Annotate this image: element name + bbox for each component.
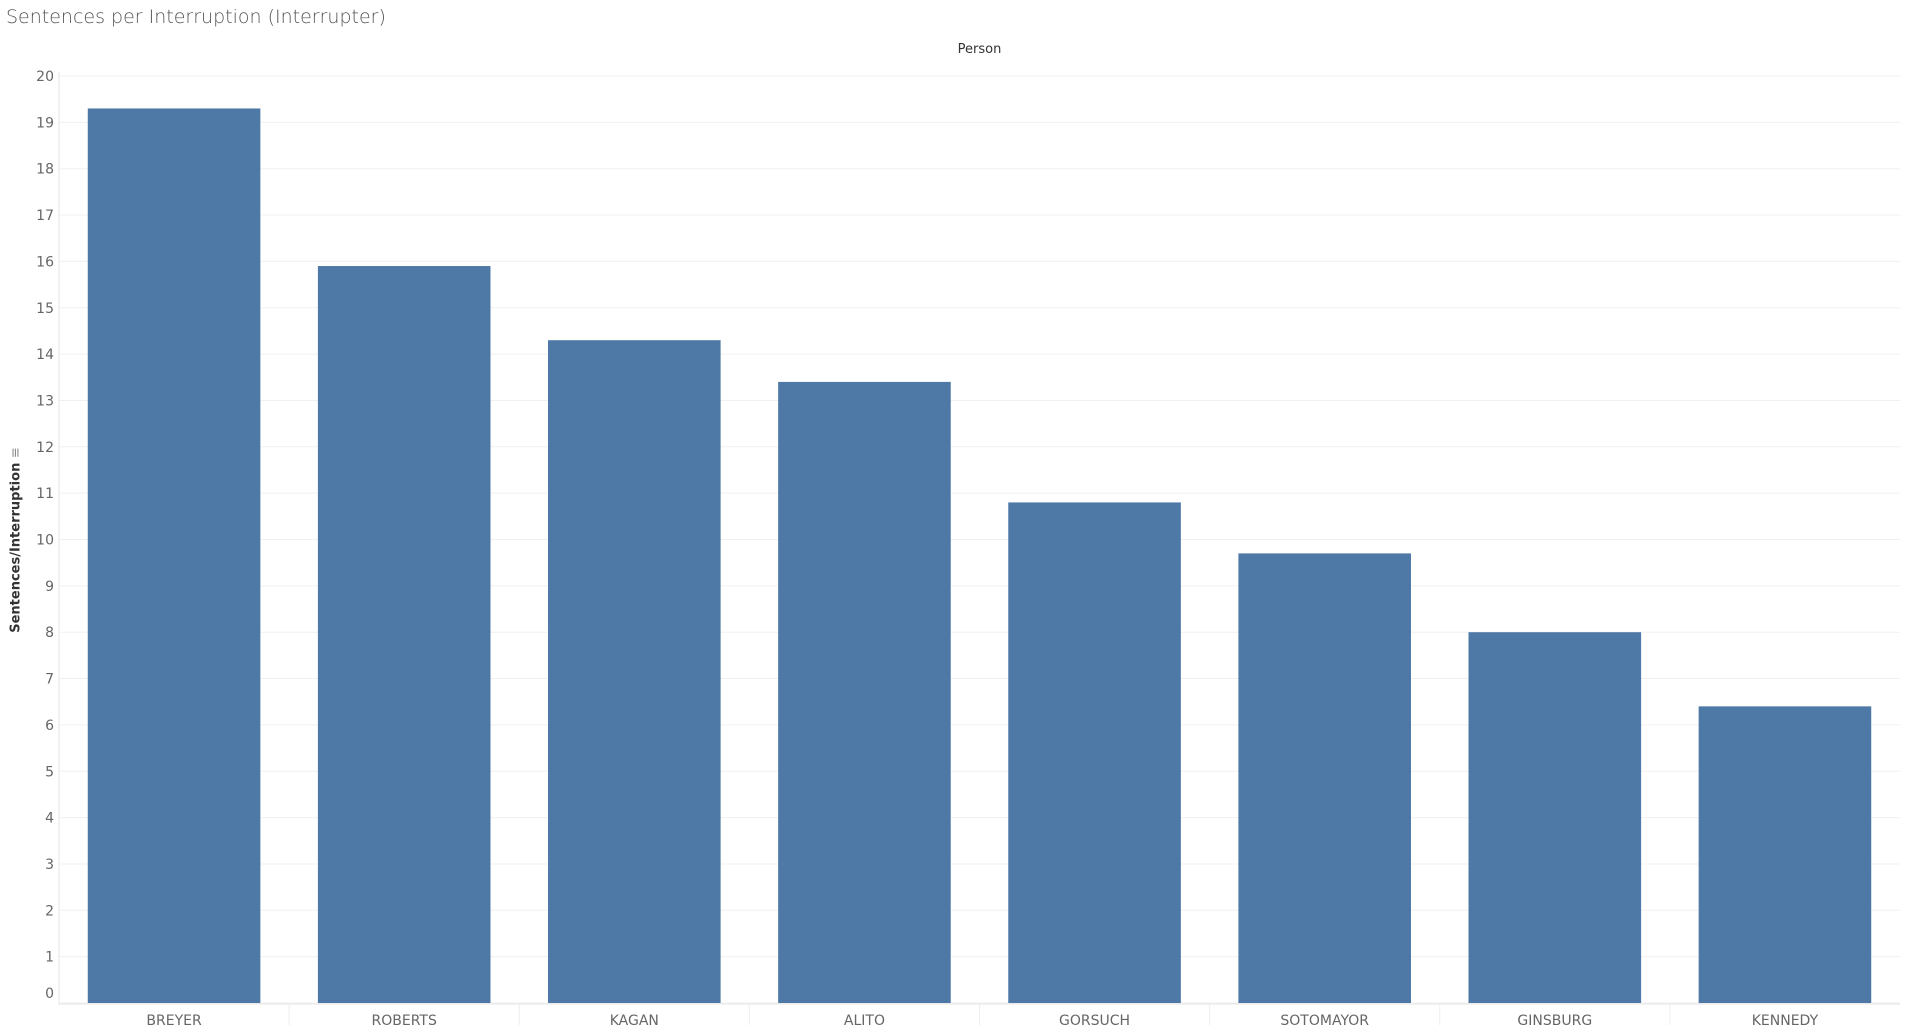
x-tick-label: BREYER	[146, 1013, 202, 1029]
y-tick-label: 20	[36, 69, 54, 85]
bar-roberts	[317, 266, 491, 1003]
x-tick-label: ROBERTS	[372, 1013, 437, 1029]
x-tick-label: KENNEDY	[1752, 1013, 1819, 1029]
x-tick-label: GORSUCH	[1059, 1013, 1130, 1029]
x-tick-label: SOTOMAYOR	[1280, 1013, 1369, 1029]
y-tick-label: 15	[36, 301, 54, 317]
y-tick-label: 3	[45, 857, 54, 873]
y-tick-label: 1	[45, 950, 54, 966]
y-tick-label: 4	[45, 811, 54, 827]
bar-alito	[778, 381, 951, 1003]
y-tick-label: 0	[45, 986, 54, 1002]
bar-kennedy	[1698, 706, 1872, 1003]
y-tick-label: 10	[36, 533, 54, 549]
bar-gorsuch	[1008, 502, 1181, 1003]
bar-kagan	[548, 340, 721, 1003]
y-tick-label: 13	[36, 393, 54, 409]
y-tick-label: 12	[36, 440, 54, 456]
x-tick-label: GINSBURG	[1517, 1013, 1592, 1029]
y-tick-label: 9	[45, 579, 54, 595]
column-header: Person	[957, 42, 1002, 57]
x-tick-label: KAGAN	[610, 1013, 659, 1029]
bar-sotomayor	[1238, 553, 1411, 1003]
y-tick-label: 8	[45, 625, 54, 641]
y-tick-label: 17	[36, 208, 54, 224]
bar-breyer	[87, 108, 261, 1003]
y-tick-label: 2	[45, 903, 54, 919]
y-tick-label: 7	[45, 672, 54, 688]
y-tick-label: 11	[36, 486, 54, 502]
y-tick-label: 6	[45, 718, 54, 734]
y-tick-label: 14	[36, 347, 54, 363]
y-tick-label: 16	[36, 254, 54, 270]
y-tick-label: 18	[36, 162, 54, 178]
x-tick-label: ALITO	[844, 1013, 885, 1029]
bar-ginsburg	[1468, 632, 1642, 1003]
chart-title: Sentences per Interruption (Interrupter)	[6, 6, 386, 28]
y-tick-label: 5	[45, 764, 54, 780]
y-tick-label: 19	[36, 115, 54, 131]
